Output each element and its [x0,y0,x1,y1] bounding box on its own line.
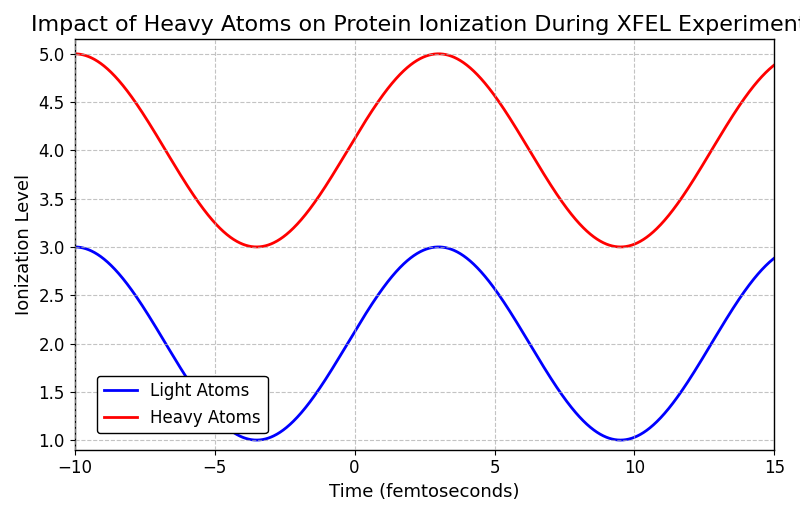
Line: Heavy Atoms: Heavy Atoms [74,54,774,247]
Y-axis label: Ionization Level: Ionization Level [15,174,33,315]
X-axis label: Time (femtoseconds): Time (femtoseconds) [330,483,520,501]
Light Atoms [391,268,401,275]
Heavy Atoms [770,62,779,68]
Heavy Atoms [106,69,115,75]
Light Atoms [770,255,779,261]
Heavy Atoms [750,83,759,89]
Light Atoms [750,276,759,282]
Light Atoms [106,262,115,268]
Light Atoms [622,437,631,443]
Heavy Atoms [391,75,401,82]
Light Atoms [616,437,626,443]
Heavy Atoms [616,244,626,250]
Light Atoms [410,252,420,258]
Heavy Atoms [70,51,79,57]
Line: Light Atoms: Light Atoms [74,247,774,440]
Light Atoms [750,275,759,281]
Heavy Atoms [750,82,759,88]
Heavy Atoms [410,59,420,65]
Title: Impact of Heavy Atoms on Protein Ionization During XFEL Experiments: Impact of Heavy Atoms on Protein Ionizat… [31,15,800,35]
Heavy Atoms [622,244,631,250]
Legend: Light Atoms, Heavy Atoms: Light Atoms, Heavy Atoms [97,376,268,433]
Light Atoms [70,244,79,250]
